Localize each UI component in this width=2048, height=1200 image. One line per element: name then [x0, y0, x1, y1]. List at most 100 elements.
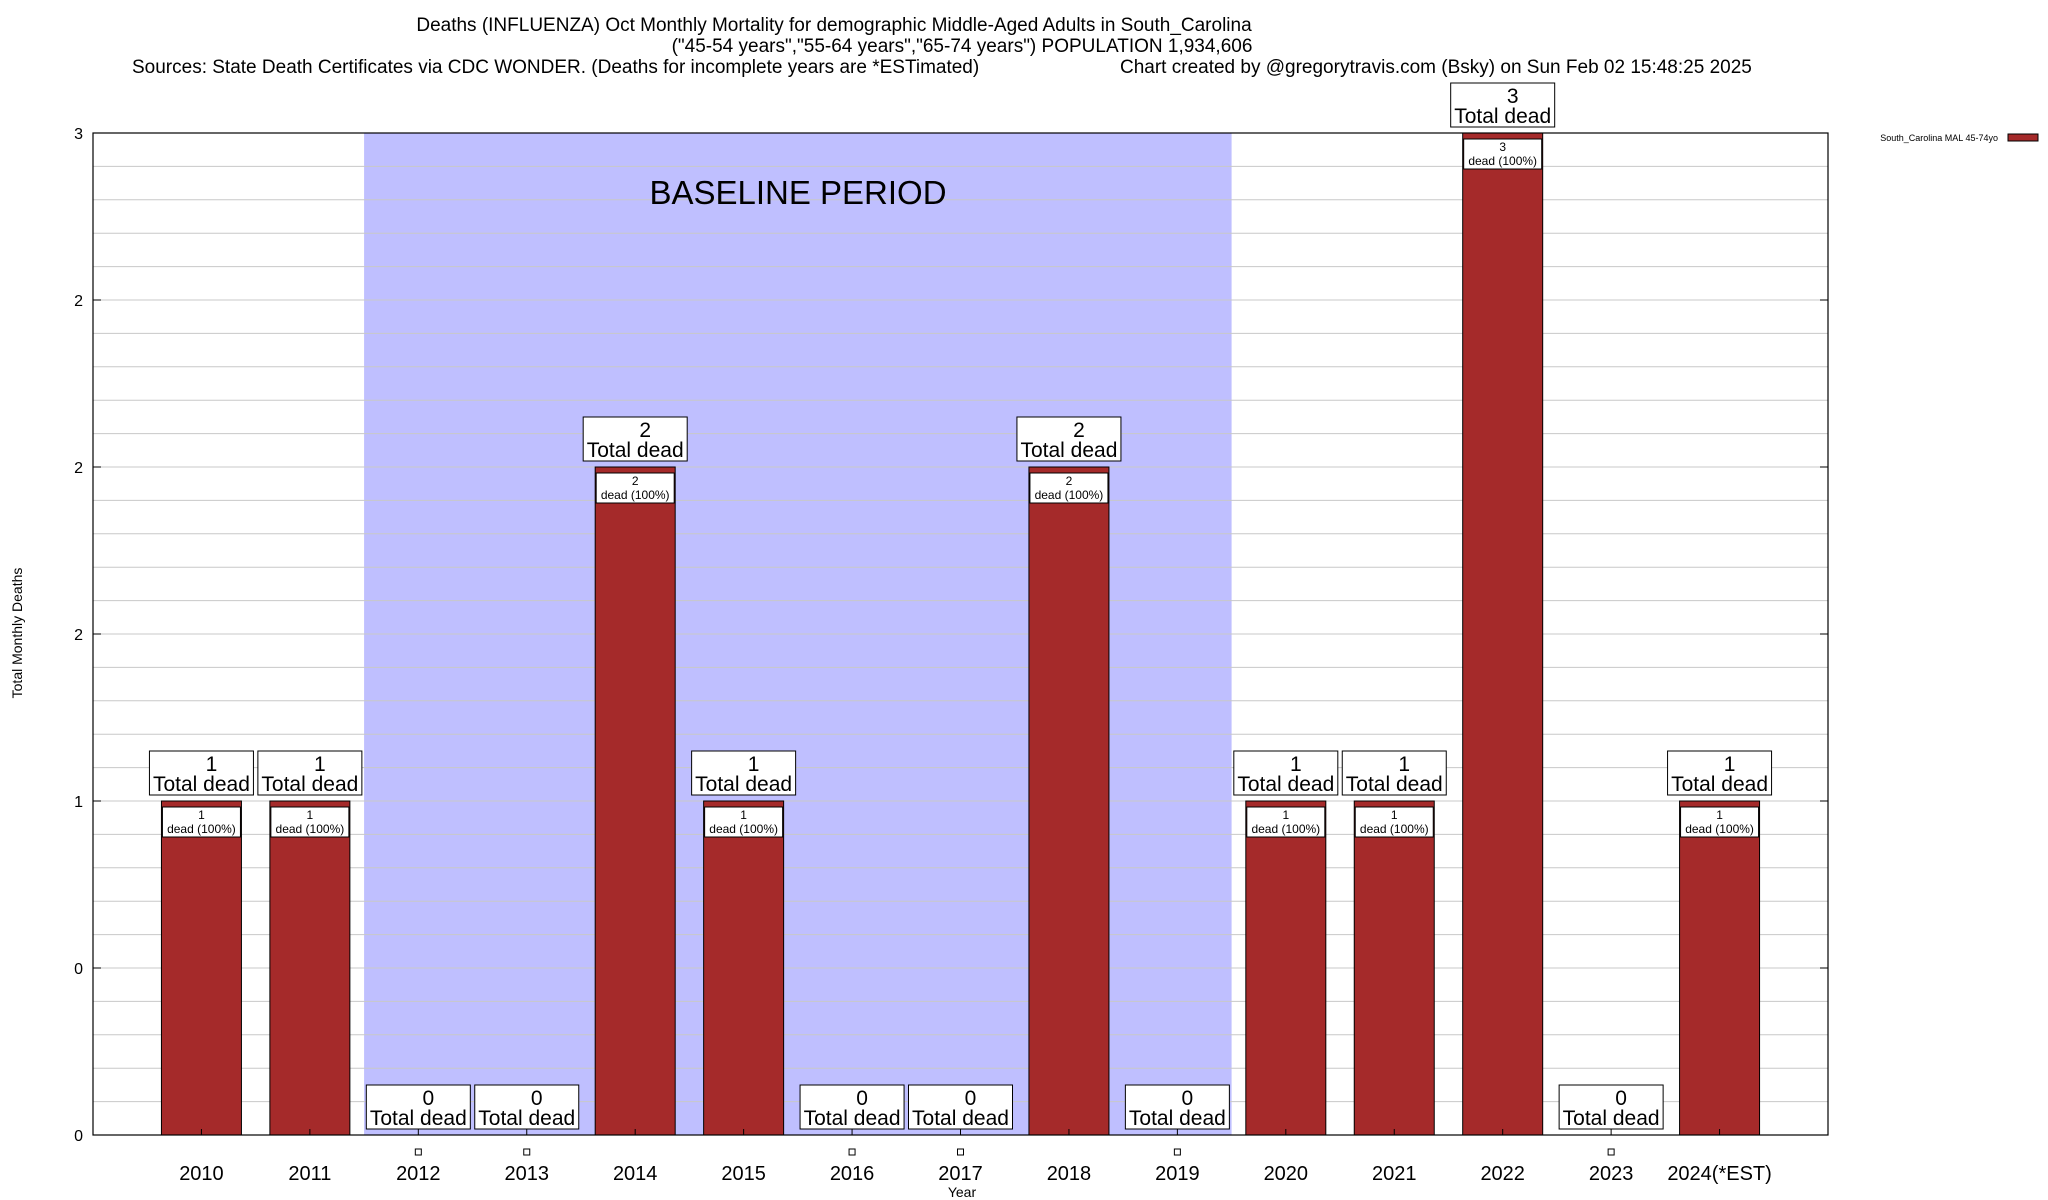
x-tick-label: 2011: [288, 1163, 331, 1185]
total-label-text: Total dead: [1020, 439, 1117, 462]
total-label-box: [365, 1084, 471, 1130]
legend: South_Carolina MAL 45-74yo: [1880, 133, 2039, 143]
bar-inner-label: dead (100%): [1468, 154, 1537, 168]
zero-marker: [414, 1148, 422, 1156]
y-tick-label: 0: [74, 1128, 83, 1145]
total-label-text: Total dead: [1237, 773, 1334, 796]
x-tick-label: 2018: [1047, 1163, 1092, 1185]
x-tick-label: 2015: [721, 1163, 766, 1185]
zero-marker: [848, 1148, 856, 1156]
total-label-value: 0: [965, 1087, 977, 1110]
bar-inner-label-box: [704, 806, 784, 838]
bar-inner-value: 2: [1066, 474, 1073, 488]
total-label-box: [1667, 750, 1773, 796]
y-tick-label: 2: [74, 293, 83, 310]
bar: [1028, 466, 1110, 1136]
total-label-value: 0: [856, 1087, 868, 1110]
bar: [1353, 800, 1435, 1136]
total-label-text: Total dead: [587, 439, 684, 462]
total-label-value: 1: [206, 753, 218, 776]
bar-inner-label-box: [161, 806, 241, 838]
total-label-text: Total dead: [1346, 773, 1443, 796]
total-label-box: [1341, 750, 1447, 796]
total-label-box: [257, 750, 363, 796]
x-tick-label: 2016: [830, 1163, 875, 1185]
bar-inner-value: 3: [1499, 140, 1506, 154]
bar: [594, 466, 676, 1136]
y-tick-label: 3: [74, 126, 83, 143]
total-label-value: 1: [1290, 753, 1302, 776]
y-tick-label: 2: [74, 460, 83, 477]
x-tick-label: 2020: [1264, 1163, 1309, 1185]
total-label-box: [1450, 82, 1556, 128]
total-label-box: [1558, 1084, 1664, 1130]
total-label-box: [799, 1084, 905, 1130]
total-label-box: [691, 750, 797, 796]
bar-inner-label-box: [1246, 806, 1326, 838]
plot-frame: [92, 132, 1829, 1136]
bar-inner-label-box: [1029, 472, 1109, 504]
x-tick-label: 2010: [179, 1163, 224, 1185]
total-label-box: [1233, 750, 1339, 796]
total-label-value: 0: [531, 1087, 543, 1110]
total-label-text: Total dead: [478, 1107, 575, 1130]
x-tick-label: 2013: [505, 1163, 550, 1185]
zero-marker: [1607, 1148, 1615, 1156]
total-label-value: 1: [314, 753, 326, 776]
total-label-value: 0: [422, 1087, 434, 1110]
bar-inner-label: dead (100%): [1035, 488, 1104, 502]
chart-title-line1: Deaths (INFLUENZA) Oct Monthly Mortality…: [416, 15, 1252, 36]
bar: [1245, 800, 1327, 1136]
total-label-box: [474, 1084, 580, 1130]
bar-inner-label-box: [1680, 806, 1760, 838]
bar-inner-value: 1: [740, 808, 747, 822]
baseline-period-label: BASELINE PERIOD: [649, 174, 946, 211]
bar: [703, 800, 785, 1136]
total-label-value: 1: [748, 753, 760, 776]
zero-marker: [523, 1148, 531, 1156]
x-tick-label: 2017: [938, 1163, 983, 1185]
total-label-text: Total dead: [1454, 105, 1551, 128]
bar-inner-label: dead (100%): [1251, 822, 1320, 836]
total-label-text: Total dead: [370, 1107, 467, 1130]
total-label-value: 3: [1507, 85, 1519, 108]
bar-inner-value: 1: [1282, 808, 1289, 822]
chart-credit-note: Chart created by @gregorytravis.com (Bsk…: [1120, 57, 1752, 78]
x-axis-label: Year: [948, 1184, 977, 1200]
total-label-text: Total dead: [695, 773, 792, 796]
bar: [1679, 800, 1761, 1136]
bar-inner-value: 2: [632, 474, 639, 488]
bar: [269, 800, 351, 1136]
chart-source-note: Sources: State Death Certificates via CD…: [132, 57, 979, 78]
bar-inner-value: 1: [198, 808, 205, 822]
legend-swatch: [2007, 133, 2039, 142]
bar-inner-label-box: [595, 472, 675, 504]
bar-inner-value: 1: [1716, 808, 1723, 822]
legend-entry-label: South_Carolina MAL 45-74yo: [1880, 133, 1998, 143]
x-tick-label: 2014: [613, 1163, 658, 1185]
total-label-value: 1: [1398, 753, 1410, 776]
bar-inner-label-box: [270, 806, 350, 838]
total-label-text: Total dead: [153, 773, 250, 796]
y-tick-label: 1: [74, 794, 83, 811]
total-label-value: 1: [1724, 753, 1736, 776]
bar-inner-label: dead (100%): [167, 822, 236, 836]
total-label-box: [1016, 416, 1122, 462]
bar-inner-label: dead (100%): [601, 488, 670, 502]
zero-marker: [1173, 1148, 1181, 1156]
total-label-text: Total dead: [261, 773, 358, 796]
bar-inner-label-box: [1354, 806, 1434, 838]
bar-inner-label: dead (100%): [1685, 822, 1754, 836]
bar-inner-value: 1: [307, 808, 314, 822]
total-label-text: Total dead: [1671, 773, 1768, 796]
x-tick-label: 2021: [1372, 1163, 1417, 1185]
x-tick-label: 2024(*EST): [1667, 1163, 1772, 1185]
bar-inner-label: dead (100%): [276, 822, 345, 836]
bar-inner-label-box: [1463, 138, 1543, 170]
y-tick-label: 2: [74, 627, 83, 644]
y-tick-label: 0: [74, 961, 83, 978]
bar: [1462, 132, 1544, 1136]
total-label-value: 0: [1615, 1087, 1627, 1110]
x-tick-label: 2022: [1480, 1163, 1525, 1185]
x-tick-label: 2019: [1155, 1163, 1200, 1185]
